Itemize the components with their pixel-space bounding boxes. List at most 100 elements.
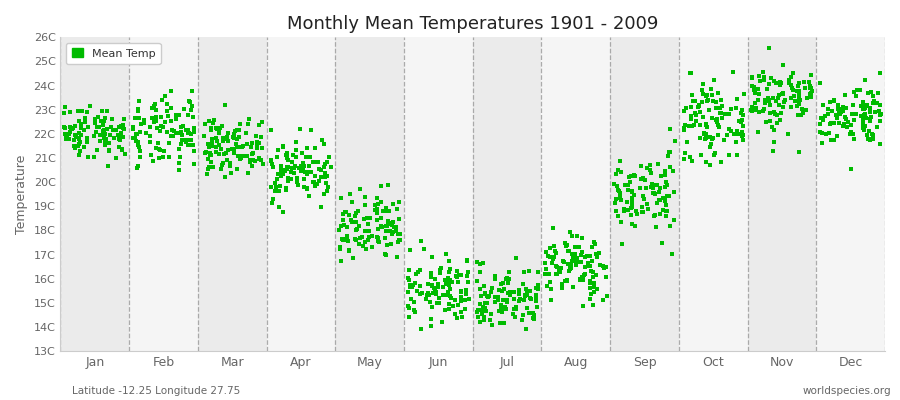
Point <box>87 133 102 139</box>
Point <box>264 127 278 134</box>
Point <box>255 145 269 151</box>
Point <box>68 123 83 130</box>
Point <box>732 118 746 124</box>
Point <box>703 134 717 140</box>
Point <box>88 128 103 135</box>
Point <box>182 97 196 104</box>
Point <box>442 306 456 312</box>
Point <box>769 110 783 117</box>
Point <box>747 90 761 96</box>
Point <box>279 164 293 170</box>
Point <box>662 149 677 155</box>
Point <box>689 112 704 118</box>
Point <box>347 236 362 242</box>
Point <box>765 124 779 130</box>
Point <box>650 200 664 207</box>
Point <box>821 106 835 112</box>
Point <box>518 286 533 292</box>
Point <box>172 167 186 173</box>
Point <box>546 224 561 231</box>
Point <box>667 188 681 195</box>
Point <box>372 238 386 245</box>
Point <box>751 129 765 135</box>
Point <box>861 135 876 142</box>
Point <box>158 119 173 125</box>
Point <box>71 134 86 141</box>
Point <box>477 317 491 323</box>
Point <box>795 106 809 112</box>
Point <box>722 110 736 117</box>
Point <box>858 123 872 130</box>
Point <box>371 235 385 242</box>
Point <box>198 121 212 128</box>
Point <box>339 232 354 239</box>
Point <box>803 84 817 91</box>
Point <box>182 130 196 137</box>
Point <box>205 164 220 170</box>
Point <box>647 212 662 218</box>
Point <box>824 137 838 143</box>
Point <box>339 208 354 215</box>
Point <box>580 253 594 260</box>
Point <box>558 243 572 249</box>
Point <box>281 178 295 184</box>
Point <box>176 123 191 129</box>
Point <box>202 150 217 156</box>
Point <box>599 274 614 281</box>
Point <box>73 139 87 146</box>
Point <box>392 237 406 243</box>
Point <box>761 97 776 104</box>
Point <box>62 131 77 137</box>
Point <box>436 284 450 290</box>
Point <box>819 131 833 138</box>
Point <box>520 305 535 312</box>
Point <box>574 234 589 241</box>
Point <box>112 124 126 130</box>
Point <box>554 265 568 272</box>
Point <box>791 112 806 118</box>
Point <box>734 110 748 116</box>
Point <box>383 240 398 247</box>
Point <box>414 325 428 332</box>
Bar <box>336 37 404 351</box>
Point <box>729 130 743 137</box>
Point <box>688 110 702 116</box>
Point <box>617 206 632 212</box>
Point <box>546 255 561 262</box>
Point <box>824 120 838 126</box>
Point <box>402 281 417 288</box>
Point <box>248 133 263 139</box>
Point <box>461 269 475 276</box>
Point <box>477 283 491 289</box>
Point <box>160 101 175 107</box>
Point <box>79 135 94 142</box>
Point <box>752 108 766 115</box>
Point <box>762 102 777 108</box>
Point <box>378 235 392 241</box>
Bar <box>60 37 129 351</box>
Point <box>709 116 724 122</box>
Point <box>586 302 600 308</box>
Point <box>181 130 195 136</box>
Point <box>683 70 698 76</box>
Point <box>393 231 408 238</box>
Point <box>413 290 428 297</box>
Point <box>230 127 244 134</box>
Point <box>554 285 569 291</box>
Point <box>745 103 760 110</box>
Point <box>401 267 416 273</box>
Point <box>682 122 697 129</box>
Point <box>547 243 562 249</box>
Point <box>821 111 835 118</box>
Point <box>428 288 443 295</box>
Point <box>762 81 777 87</box>
Point <box>245 140 259 146</box>
Point <box>112 135 126 142</box>
Point <box>333 244 347 250</box>
Point <box>197 133 211 140</box>
Point <box>148 107 163 113</box>
Point <box>218 102 232 108</box>
Point <box>658 196 672 203</box>
Point <box>228 128 242 134</box>
Point <box>184 136 198 143</box>
